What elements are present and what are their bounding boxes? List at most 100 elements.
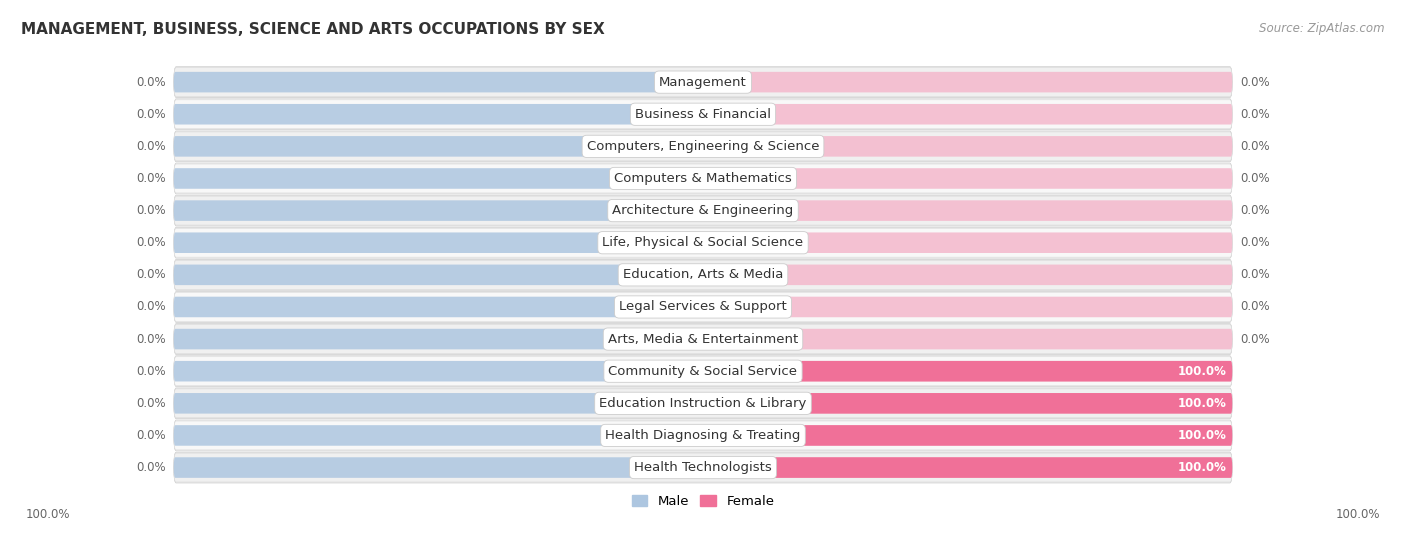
FancyBboxPatch shape [174, 393, 703, 413]
FancyBboxPatch shape [703, 425, 1232, 446]
FancyBboxPatch shape [174, 453, 1232, 482]
FancyBboxPatch shape [174, 420, 1232, 451]
Text: Life, Physical & Social Science: Life, Physical & Social Science [602, 236, 804, 249]
FancyBboxPatch shape [174, 233, 703, 253]
Text: 0.0%: 0.0% [136, 397, 166, 410]
FancyBboxPatch shape [703, 297, 1232, 318]
FancyBboxPatch shape [174, 458, 703, 478]
FancyBboxPatch shape [703, 329, 1232, 349]
Text: Legal Services & Support: Legal Services & Support [619, 300, 787, 314]
Text: Business & Financial: Business & Financial [636, 108, 770, 121]
Text: MANAGEMENT, BUSINESS, SCIENCE AND ARTS OCCUPATIONS BY SEX: MANAGEMENT, BUSINESS, SCIENCE AND ARTS O… [21, 22, 605, 37]
FancyBboxPatch shape [174, 324, 1232, 354]
Text: 100.0%: 100.0% [1178, 429, 1227, 442]
FancyBboxPatch shape [174, 421, 1232, 450]
Text: 0.0%: 0.0% [1240, 108, 1270, 121]
Text: 0.0%: 0.0% [1240, 236, 1270, 249]
FancyBboxPatch shape [703, 264, 1232, 285]
FancyBboxPatch shape [174, 104, 703, 124]
FancyBboxPatch shape [703, 72, 1232, 93]
FancyBboxPatch shape [703, 458, 1232, 478]
FancyBboxPatch shape [174, 132, 1232, 161]
Text: Health Technologists: Health Technologists [634, 461, 772, 474]
Text: Source: ZipAtlas.com: Source: ZipAtlas.com [1260, 22, 1385, 35]
FancyBboxPatch shape [174, 196, 1232, 225]
FancyBboxPatch shape [703, 393, 1232, 413]
Text: Management: Management [659, 76, 747, 89]
Text: 0.0%: 0.0% [136, 333, 166, 345]
FancyBboxPatch shape [703, 393, 1232, 413]
FancyBboxPatch shape [174, 168, 703, 189]
Text: 0.0%: 0.0% [1240, 333, 1270, 345]
FancyBboxPatch shape [174, 291, 1232, 323]
Text: Health Diagnosing & Treating: Health Diagnosing & Treating [606, 429, 800, 442]
Text: 0.0%: 0.0% [136, 461, 166, 474]
FancyBboxPatch shape [174, 163, 1232, 194]
Text: 0.0%: 0.0% [1240, 172, 1270, 185]
FancyBboxPatch shape [174, 297, 703, 318]
Text: Arts, Media & Entertainment: Arts, Media & Entertainment [607, 333, 799, 345]
Text: 100.0%: 100.0% [1178, 365, 1227, 378]
FancyBboxPatch shape [174, 67, 1232, 98]
FancyBboxPatch shape [174, 131, 1232, 162]
Text: 100.0%: 100.0% [25, 508, 70, 521]
Legend: Male, Female: Male, Female [626, 490, 780, 513]
FancyBboxPatch shape [703, 361, 1232, 382]
FancyBboxPatch shape [174, 68, 1232, 97]
FancyBboxPatch shape [174, 99, 1232, 129]
Text: 100.0%: 100.0% [1178, 461, 1227, 474]
FancyBboxPatch shape [703, 458, 1232, 478]
FancyBboxPatch shape [174, 136, 703, 157]
Text: 0.0%: 0.0% [136, 429, 166, 442]
Text: 100.0%: 100.0% [1336, 508, 1381, 521]
Text: 0.0%: 0.0% [136, 300, 166, 314]
FancyBboxPatch shape [174, 228, 1232, 257]
FancyBboxPatch shape [703, 200, 1232, 221]
FancyBboxPatch shape [174, 227, 1232, 258]
FancyBboxPatch shape [174, 100, 1232, 129]
Text: Education Instruction & Library: Education Instruction & Library [599, 397, 807, 410]
FancyBboxPatch shape [703, 361, 1232, 382]
FancyBboxPatch shape [174, 388, 1232, 418]
Text: Community & Social Service: Community & Social Service [609, 365, 797, 378]
Text: Architecture & Engineering: Architecture & Engineering [613, 204, 793, 217]
Text: 0.0%: 0.0% [136, 236, 166, 249]
FancyBboxPatch shape [703, 104, 1232, 124]
Text: 0.0%: 0.0% [1240, 140, 1270, 153]
FancyBboxPatch shape [174, 264, 703, 285]
FancyBboxPatch shape [174, 200, 703, 221]
Text: 0.0%: 0.0% [1240, 268, 1270, 281]
Text: Computers, Engineering & Science: Computers, Engineering & Science [586, 140, 820, 153]
FancyBboxPatch shape [703, 136, 1232, 157]
FancyBboxPatch shape [174, 195, 1232, 226]
FancyBboxPatch shape [174, 325, 1232, 354]
FancyBboxPatch shape [174, 389, 1232, 418]
Text: 0.0%: 0.0% [136, 140, 166, 153]
FancyBboxPatch shape [174, 329, 703, 349]
FancyBboxPatch shape [703, 168, 1232, 189]
FancyBboxPatch shape [174, 425, 703, 446]
Text: 0.0%: 0.0% [136, 268, 166, 281]
Text: 0.0%: 0.0% [136, 76, 166, 89]
FancyBboxPatch shape [174, 357, 1232, 386]
FancyBboxPatch shape [174, 361, 703, 382]
FancyBboxPatch shape [174, 452, 1232, 483]
Text: 0.0%: 0.0% [1240, 300, 1270, 314]
FancyBboxPatch shape [703, 233, 1232, 253]
FancyBboxPatch shape [174, 292, 1232, 321]
Text: 0.0%: 0.0% [136, 172, 166, 185]
Text: 0.0%: 0.0% [136, 204, 166, 217]
Text: Computers & Mathematics: Computers & Mathematics [614, 172, 792, 185]
Text: 100.0%: 100.0% [1178, 397, 1227, 410]
FancyBboxPatch shape [174, 261, 1232, 289]
Text: 0.0%: 0.0% [136, 108, 166, 121]
FancyBboxPatch shape [174, 72, 703, 93]
FancyBboxPatch shape [174, 164, 1232, 193]
Text: 0.0%: 0.0% [1240, 204, 1270, 217]
Text: 0.0%: 0.0% [1240, 76, 1270, 89]
FancyBboxPatch shape [703, 425, 1232, 446]
Text: Education, Arts & Media: Education, Arts & Media [623, 268, 783, 281]
FancyBboxPatch shape [174, 259, 1232, 290]
Text: 0.0%: 0.0% [136, 365, 166, 378]
FancyBboxPatch shape [174, 356, 1232, 387]
